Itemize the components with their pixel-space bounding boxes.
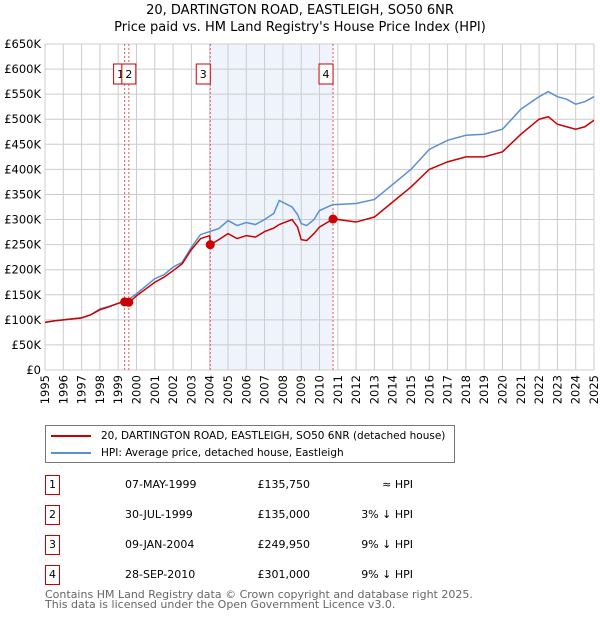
legend-item-hpi: HPI: Average price, detached house, East… [51,447,344,459]
x-tick-label: 2022 [532,375,546,404]
x-tick-label: 2000 [130,375,144,404]
transaction-row: 3 09-JAN-2004 £249,950 9% ↓ HPI [45,535,465,555]
x-tick-label: 2008 [276,375,290,404]
sale-label-box: 4 [318,63,334,85]
sale-label-box: 2 [121,63,137,85]
x-tick-label: 2011 [331,375,345,404]
transaction-row: 2 30-JUL-1999 £135,000 3% ↓ HPI [45,505,465,525]
y-tick-label: £200K [4,263,41,277]
transaction-price: £135,000 [257,508,311,521]
x-tick-label: 1997 [75,375,89,404]
x-tick-label: 2009 [294,375,308,404]
y-tick-label: £0 [26,363,41,377]
x-tick-label: 2004 [203,375,217,404]
transaction-row: 4 28-SEP-2010 £301,000 9% ↓ HPI [45,565,465,585]
y-tick-label: £500K [4,112,41,126]
legend: 20, DARTINGTON ROAD, EASTLEIGH, SO50 6NR… [45,425,455,463]
y-tick-label: £150K [4,288,41,302]
y-tick-label: £450K [4,137,41,151]
x-tick-label: 2007 [258,375,272,404]
x-tick-label: 2012 [349,375,363,404]
legend-swatch-red [51,435,91,437]
y-tick-label: £100K [4,313,41,327]
transaction-hpi-diff: 3% ↓ HPI [361,508,413,521]
x-tick-label: 2021 [514,375,528,404]
sale-point [205,240,215,250]
price-chart: £0 £50K £100K £150K £200K £250K £300K £350K £400… [4,37,600,404]
chart-title: Price paid vs. HM Land Registry's House … [114,20,486,35]
x-tick-label: 2013 [367,375,381,404]
label-box [195,63,211,85]
label-number: 3 [200,68,207,81]
label-box [318,63,334,85]
x-tick-label: 1998 [93,375,107,404]
y-tick-label: £650K [4,37,41,51]
transaction-price: £301,000 [257,568,311,581]
y-tick-label: £600K [4,62,41,76]
legend-swatch-blue [51,452,91,454]
x-tick-label: 2023 [550,375,564,404]
transaction-price: £249,950 [257,538,311,551]
transaction-hpi-diff: ≈ HPI [382,478,413,491]
x-tick-label: 2025 [587,375,600,404]
label-number: 2 [125,68,132,81]
x-tick-label: 2019 [477,375,491,404]
x-tick-label: 2015 [404,375,418,404]
transaction-date: 09-JAN-2004 [125,538,195,551]
y-tick-label: £400K [4,162,41,176]
y-tick-label: £50K [12,338,42,352]
transaction-number: 2 [45,505,60,525]
x-tick-label: 2016 [422,375,436,404]
x-tick-label: 2018 [459,375,473,404]
x-tick-label: 2002 [166,375,180,404]
footer-licence: This data is licensed under the Open Gov… [45,598,396,611]
x-tick-label: 2010 [313,375,327,404]
y-tick-label: £550K [4,87,41,101]
legend-label: 20, DARTINGTON ROAD, EASTLEIGH, SO50 6NR… [101,430,446,442]
sale-point [328,214,338,224]
transaction-date: 07-MAY-1999 [125,478,197,491]
footer: Contains HM Land Registry data © Crown c… [45,588,473,611]
y-tick-label: £350K [4,187,41,201]
y-tick-label: £300K [4,213,41,227]
x-tick-label: 2005 [221,375,235,404]
x-tick-label: 2006 [239,375,253,404]
transaction-number: 4 [45,565,60,585]
x-tick-label: 2017 [441,375,455,404]
transaction-date: 28-SEP-2010 [125,568,196,581]
shaded-period [210,44,334,370]
x-tick-label: 1995 [38,375,52,404]
label-number: 1 [117,68,124,81]
y-tick-label: £250K [4,238,41,252]
transaction-hpi-diff: 9% ↓ HPI [361,568,413,581]
label-number: 4 [323,68,330,81]
x-tick-label: 2024 [569,375,583,404]
transaction-price: £135,750 [257,478,311,491]
chart-title-address: 20, DARTINGTON ROAD, EASTLEIGH, SO50 6NR [146,3,454,18]
transaction-number: 3 [45,535,60,555]
x-tick-label: 2020 [496,375,510,404]
legend-label: HPI: Average price, detached house, East… [101,447,344,459]
sale-point [124,297,134,307]
transaction-number: 1 [45,475,60,495]
x-tick-label: 1999 [111,375,125,404]
sale-label-box: 3 [195,63,211,85]
legend-item-property: 20, DARTINGTON ROAD, EASTLEIGH, SO50 6NR… [51,430,445,442]
footer-copyright: Contains HM Land Registry data © Crown c… [45,588,473,601]
x-tick-label: 2003 [184,375,198,404]
transaction-row: 1 07-MAY-1999 £135,750 ≈ HPI [45,475,465,495]
x-tick-label: 1996 [56,375,70,404]
x-tick-label: 2014 [386,375,400,404]
transaction-hpi-diff: 9% ↓ HPI [361,538,413,551]
transaction-date: 30-JUL-1999 [125,508,193,521]
x-tick-label: 2001 [148,375,162,404]
label-box [121,63,137,85]
